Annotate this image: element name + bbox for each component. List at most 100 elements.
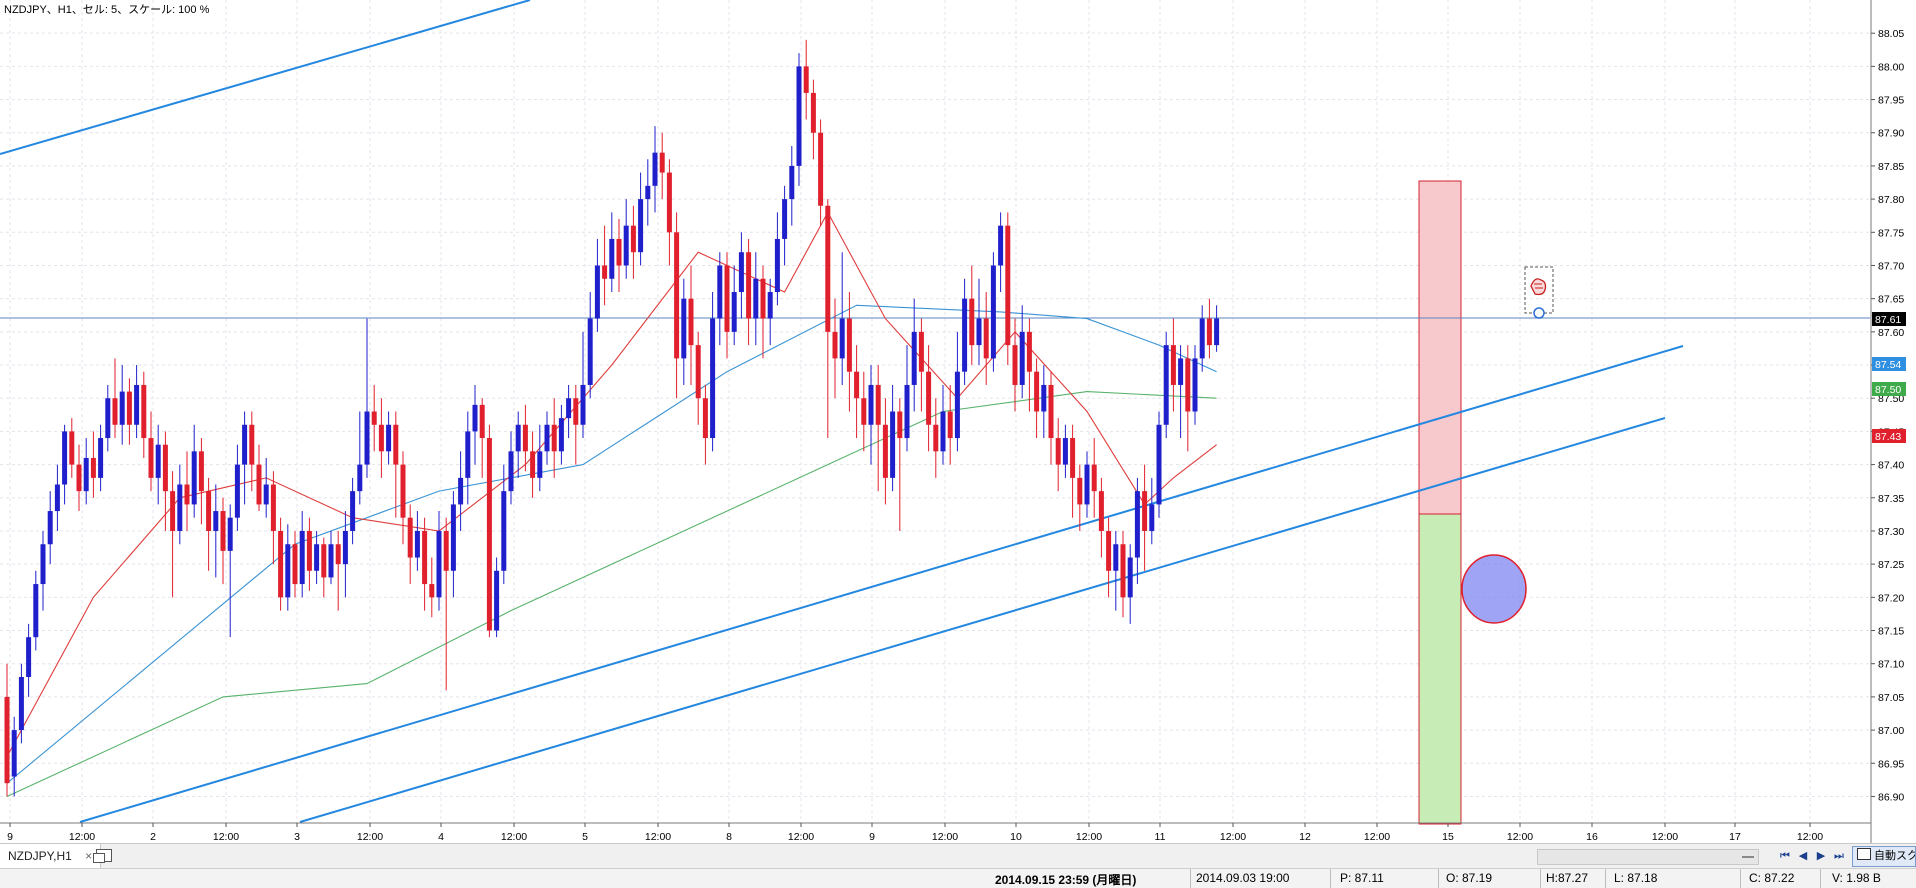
candle-body <box>1106 530 1112 571</box>
circle-annotation <box>1461 554 1527 624</box>
candle <box>1199 305 1205 372</box>
ma-mid-line <box>6 304 1217 784</box>
candle <box>868 365 874 465</box>
nav-prev-button[interactable]: ◀ <box>1798 849 1808 862</box>
candle <box>206 477 212 571</box>
candle <box>947 384 953 465</box>
x-tick-label: 12:00 <box>1076 831 1102 843</box>
candle-body <box>695 345 701 399</box>
y-tick-label: 87.05 <box>1878 692 1904 704</box>
trendline-channel-lower <box>299 417 1666 823</box>
candle <box>1106 517 1112 598</box>
candle <box>875 365 881 492</box>
candle <box>263 457 269 518</box>
candle <box>314 530 320 585</box>
candle-body <box>479 404 485 439</box>
x-tick-label: 16 <box>1586 831 1598 843</box>
candle-body <box>983 318 989 359</box>
candle-body <box>40 544 46 585</box>
candle <box>746 238 752 346</box>
candle <box>249 411 255 492</box>
candle-body <box>407 517 413 558</box>
candle-body <box>630 225 636 253</box>
candle <box>90 431 96 498</box>
candle-body <box>810 92 816 133</box>
x-tick-label: 12:00 <box>1652 831 1678 843</box>
nav-first-button[interactable]: ⏮ <box>1780 849 1790 862</box>
candle-body <box>890 411 896 478</box>
candle <box>537 424 543 492</box>
nav-next-button[interactable]: ▶ <box>1816 849 1826 862</box>
candle-body <box>458 477 464 505</box>
tab-close-icon[interactable]: × <box>85 849 93 863</box>
candle <box>1084 451 1090 518</box>
y-tick-label: 87.20 <box>1878 592 1904 604</box>
x-tick-label: 9 <box>869 831 875 843</box>
candle-body <box>825 205 831 332</box>
candle-body <box>306 530 312 571</box>
candle-body <box>587 318 593 385</box>
candle <box>378 398 384 478</box>
candle <box>234 444 240 531</box>
candle <box>530 431 536 498</box>
candle <box>954 331 960 452</box>
candle-body <box>33 584 39 638</box>
candle-body <box>1098 491 1104 531</box>
candle <box>40 530 46 611</box>
nav-last-button[interactable]: ⏭ <box>1834 849 1844 862</box>
candle-body <box>465 431 471 478</box>
price-marker: 87.50 <box>1872 382 1906 396</box>
candle-body <box>954 371 960 439</box>
candle <box>566 384 572 439</box>
candle <box>1120 530 1126 618</box>
candle-body <box>774 238 780 293</box>
candle-body <box>335 544 341 565</box>
candle <box>76 444 82 512</box>
candle <box>472 384 478 465</box>
candle <box>1192 345 1198 425</box>
candle-body <box>90 457 96 478</box>
candle-body <box>530 451 536 478</box>
horizontal-scrollbar[interactable] <box>1537 849 1759 865</box>
y-tick-label: 87.35 <box>1878 493 1904 505</box>
candle <box>371 384 377 452</box>
candle-body <box>803 66 809 93</box>
candle-body <box>11 730 17 777</box>
time-axis[interactable]: 9 12:00 2 12:00 3 12:00 4 12:00 5 12:00 8 12:00 9 12:… <box>0 822 1871 843</box>
candle <box>1077 464 1083 531</box>
tab-nzdjpy-h1[interactable]: NZDJPY,H1 × <box>0 844 102 868</box>
candle <box>602 225 608 306</box>
candle-body <box>926 371 932 425</box>
candle <box>594 238 600 332</box>
candle <box>4 663 10 797</box>
autoscroll-button[interactable]: 自動スクロール <box>1852 846 1916 867</box>
candle-body <box>54 484 60 512</box>
candle-body <box>724 265 730 332</box>
y-tick-label: 86.90 <box>1878 791 1904 803</box>
candle-body <box>1163 345 1169 425</box>
candle-body <box>170 491 176 531</box>
y-tick-label: 88.00 <box>1878 61 1904 73</box>
candle-body <box>789 165 795 200</box>
candle-body <box>62 431 68 485</box>
candle-body <box>918 331 924 372</box>
candle-body <box>386 424 392 452</box>
candle <box>33 570 39 651</box>
y-tick-label: 87.40 <box>1878 460 1904 472</box>
y-tick-label: 87.30 <box>1878 526 1904 538</box>
hand-pointer-icon[interactable] <box>1524 266 1554 319</box>
candle <box>998 212 1004 293</box>
window-restore-icon[interactable] <box>93 849 112 863</box>
candle <box>702 384 708 465</box>
candle <box>1070 424 1076 518</box>
candle-body <box>1113 544 1119 571</box>
candle <box>429 557 435 618</box>
candle <box>54 464 60 531</box>
candle <box>558 404 564 465</box>
candle-body <box>832 331 838 359</box>
candle <box>774 212 780 306</box>
trendlines[interactable] <box>0 0 1684 823</box>
candle-body <box>702 398 708 439</box>
price-axis[interactable]: 88.05 88.00 87.95 87.90 87.85 87.80 87.75 87.70… <box>1870 0 1916 843</box>
